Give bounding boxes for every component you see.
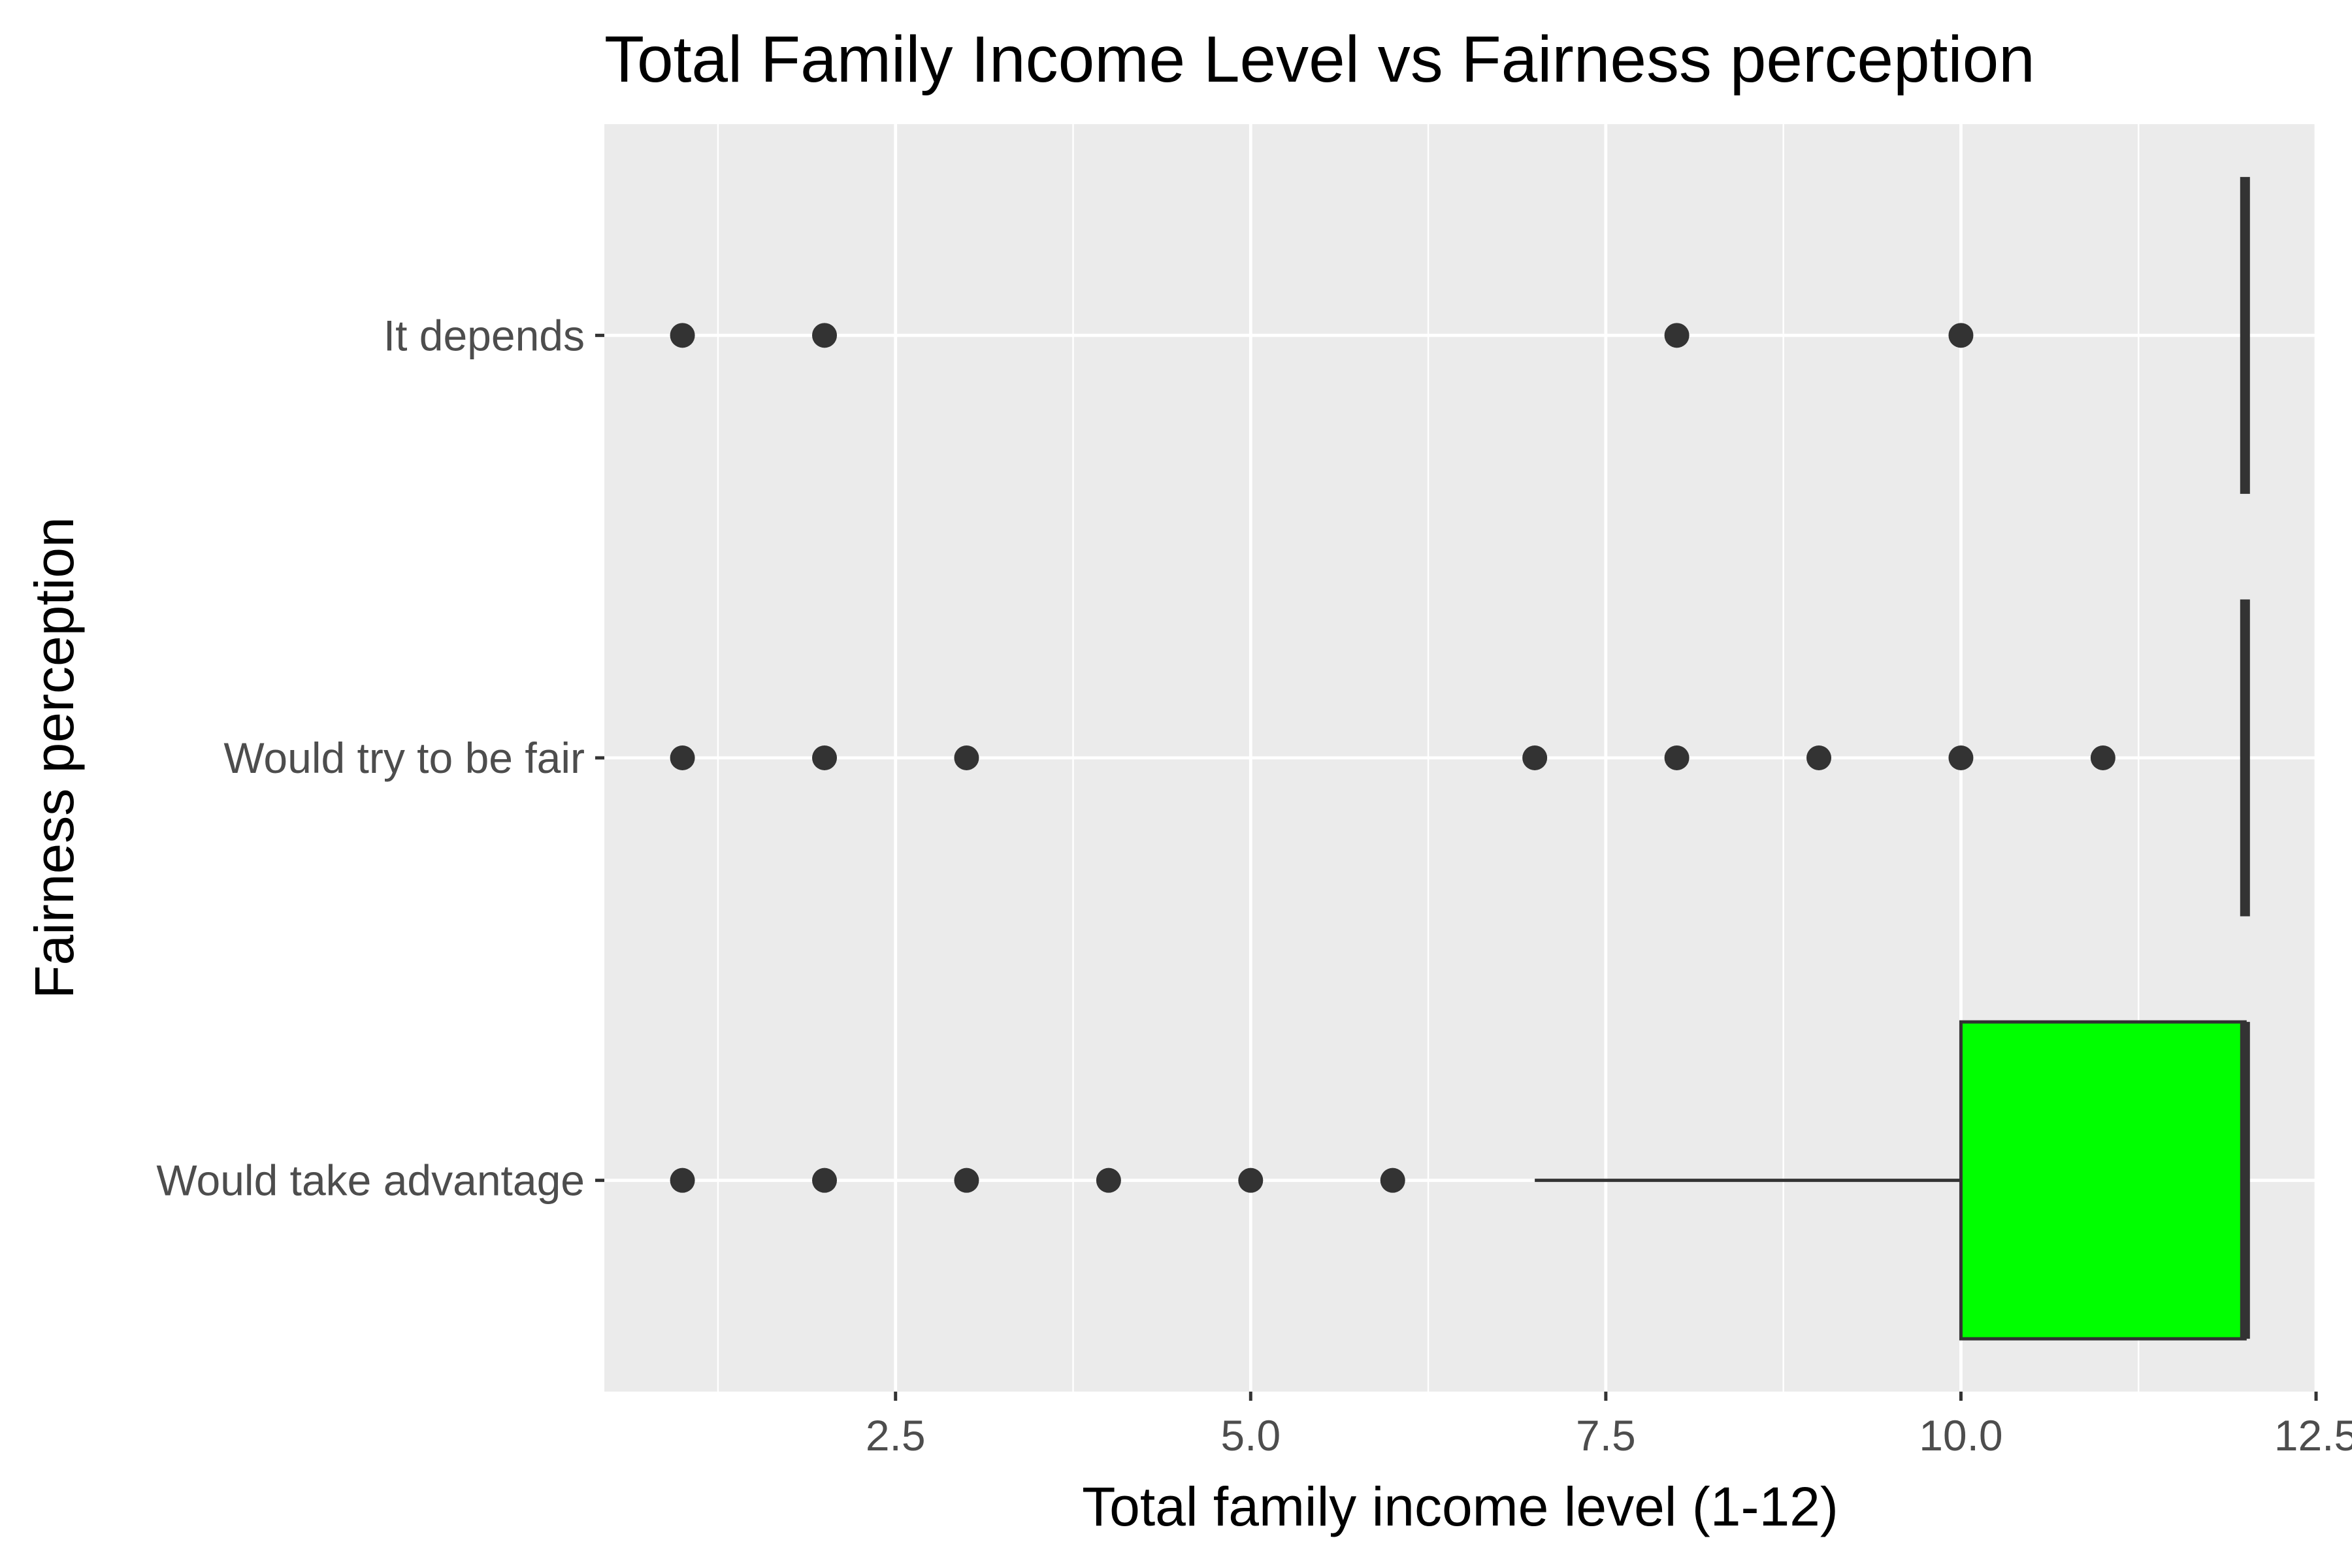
outlier-point <box>2090 745 2115 770</box>
outlier-point <box>812 323 838 348</box>
outlier-point <box>1096 1168 1121 1193</box>
outlier-point <box>1948 323 1974 348</box>
y-tick-label: It depends <box>384 311 585 359</box>
outlier-point <box>1664 323 1690 348</box>
boxplot-would-take-advantage <box>670 1020 2250 1341</box>
x-tick-label: 2.5 <box>866 1411 926 1460</box>
chart-title: Total Family Income Level vs Fairness pe… <box>604 23 2035 96</box>
x-tick-label: 12.5 <box>2274 1411 2352 1460</box>
outlier-point <box>954 1168 979 1193</box>
x-axis: 2.5 5.0 7.5 10.0 12.5 <box>866 1392 2352 1460</box>
x-axis-title: Total family income level (1-12) <box>1082 1476 1838 1537</box>
outlier-point <box>1948 745 1974 770</box>
outlier-point <box>1380 1168 1405 1193</box>
outlier-point <box>954 745 979 770</box>
outlier-point <box>812 1168 838 1193</box>
y-tick-label: Would try to be fair <box>223 734 585 782</box>
x-tick-label: 7.5 <box>1576 1411 1636 1460</box>
outlier-point <box>812 745 838 770</box>
box-layer <box>670 176 2250 1341</box>
outlier-point <box>1806 745 1832 770</box>
boxplot-it-depends <box>670 176 2250 494</box>
outlier-point <box>1664 745 1690 770</box>
y-axis-title: Fairness perception <box>24 517 85 999</box>
x-tick-label: 5.0 <box>1220 1411 1281 1460</box>
x-tick-label: 10.0 <box>1919 1411 2002 1460</box>
boxplot-would-try-to-be-fair <box>670 599 2250 917</box>
y-axis: It depends Would try to be fair Would take… <box>156 311 604 1205</box>
outlier-point <box>670 745 695 770</box>
iqr-box <box>1959 1020 2247 1341</box>
outlier-point <box>1238 1168 1264 1193</box>
outlier-point <box>1522 745 1548 770</box>
outlier-point <box>670 1168 695 1193</box>
outlier-point <box>670 323 695 348</box>
y-tick-label: Would take advantage <box>156 1156 585 1205</box>
